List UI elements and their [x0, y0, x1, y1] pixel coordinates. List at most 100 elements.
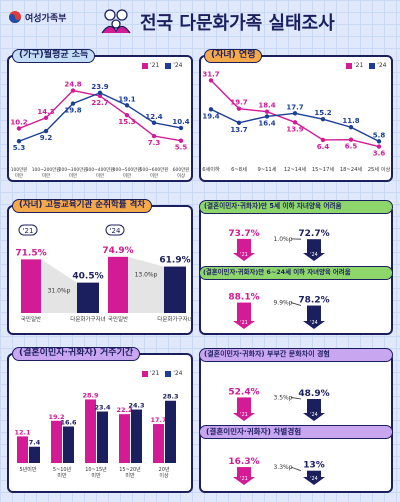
- category-label: 20년: [159, 466, 170, 473]
- parenting-title-1: (결혼이민자·귀화자)만 5세 이하 자녀양육 어려움: [199, 200, 393, 214]
- bar-general-0: [21, 259, 41, 313]
- data-label: 18.4: [258, 102, 275, 110]
- year-label: '21: [240, 412, 248, 418]
- value-label: 74.9%: [102, 246, 133, 256]
- tick-label: 이상: [177, 172, 185, 179]
- arrow-head-1: [303, 321, 325, 329]
- data-point: [43, 115, 49, 121]
- year-label: '24: [310, 252, 318, 258]
- tick-label: 미만: [150, 172, 158, 179]
- value-label: 40.5%: [72, 272, 103, 282]
- income-legend: '21 '24: [142, 62, 183, 69]
- data-label: 3.6: [373, 150, 386, 158]
- tick-label: 600만원: [173, 166, 189, 173]
- value-label: 19.2: [48, 413, 64, 421]
- tick-label: 미만: [42, 172, 50, 179]
- tick-label: 15~17세: [312, 165, 335, 173]
- category-label: 5년미만: [20, 466, 37, 473]
- bar-1: [97, 411, 108, 463]
- data-label: 5.5: [175, 144, 188, 152]
- culture-title: (결혼이민자·귀화자) 부부간 문화차이 경험: [199, 348, 393, 362]
- data-label: 7.3: [148, 139, 161, 147]
- data-point: [292, 111, 298, 116]
- data-point: [178, 138, 184, 143]
- data-point: [151, 120, 157, 125]
- category-label: 다문화가구자녀: [70, 315, 105, 323]
- bar-1: [63, 426, 74, 463]
- change-arrow: [290, 302, 302, 306]
- page-title: 전국 다문화가족 실태조사: [140, 13, 335, 34]
- year-badge: [18, 224, 38, 236]
- year-badge: [105, 224, 125, 236]
- data-label: 14.3: [37, 108, 54, 116]
- ministry-logo: 여성가족부: [8, 10, 66, 24]
- data-label: 16.4: [258, 119, 275, 127]
- tick-label: 9~11세: [257, 165, 276, 173]
- tick-label: 25세 이상: [368, 165, 391, 173]
- arrow-bar-1: [307, 398, 321, 413]
- data-label: 23.9: [91, 83, 108, 91]
- discrimination-title: (결혼이민자·귀화자) 차별경험: [199, 425, 393, 439]
- value-label: 48.9%: [298, 389, 329, 399]
- bar-1: [29, 446, 40, 463]
- category-label: 5~10년: [53, 466, 72, 473]
- value-label: 28.3: [162, 393, 178, 401]
- value-label: 17.7: [150, 416, 166, 424]
- data-label: 31.7: [202, 70, 219, 78]
- data-point: [16, 126, 22, 131]
- income-title: (가구)월평균 소득: [12, 49, 96, 63]
- data-point: [236, 120, 242, 125]
- data-point: [70, 88, 76, 93]
- parenting-chart: 73.7% '21 72.7% '24 1.0%p 88.1% '21 78.2% '24 9.9…: [228, 229, 330, 329]
- category-label: 미만: [125, 472, 135, 479]
- arrow-bar-1: [307, 470, 321, 477]
- data-point: [320, 137, 326, 143]
- value-label: 28.9: [82, 391, 99, 399]
- data-label: 19.4: [202, 112, 219, 120]
- data-label: 10.4: [172, 118, 189, 126]
- arrow-bar-1: [307, 239, 321, 253]
- income-card: [7, 55, 193, 182]
- data-point: [70, 101, 76, 106]
- gap-label: 31.0%p: [48, 288, 71, 295]
- category-label: 다문화가구자녀: [157, 315, 192, 323]
- bar-0: [119, 414, 130, 463]
- data-point: [97, 90, 103, 96]
- data-point: [208, 78, 214, 83]
- residence-legend: '21 '24: [142, 370, 183, 377]
- arrow-head-1: [303, 477, 325, 485]
- bar-0: [153, 424, 164, 463]
- change-label: 9.9%p: [273, 300, 292, 307]
- gap-shade: [128, 256, 164, 313]
- value-label: 88.1%: [228, 293, 259, 303]
- change-label: 1.0%p: [273, 236, 292, 243]
- data-point: [16, 139, 22, 144]
- data-point: [264, 109, 270, 114]
- data-label: 6.5: [345, 143, 358, 151]
- value-label: 78.2%: [298, 296, 329, 306]
- data-label: 15.2: [314, 109, 331, 117]
- bar-0: [17, 436, 28, 463]
- category-label: 15~20년: [119, 466, 141, 473]
- bar-1: [165, 400, 176, 463]
- arrow-head-0: [233, 321, 255, 329]
- arrow-bar-0: [237, 397, 251, 413]
- data-label: 6.4: [317, 143, 330, 151]
- data-label: 13.9: [286, 125, 303, 133]
- data-point: [43, 128, 49, 134]
- age-title: (자녀) 연령: [204, 49, 263, 63]
- data-point: [208, 107, 214, 112]
- value-label: 73.7%: [228, 229, 259, 239]
- data-point: [376, 139, 382, 144]
- bar-general-1: [108, 256, 128, 313]
- value-label: 7.4: [29, 439, 41, 447]
- tick-label: 500~600만원: [140, 166, 169, 173]
- value-label: 24.3: [128, 402, 144, 410]
- tick-label: 미만: [15, 172, 23, 179]
- ministry-logo-icon: [9, 11, 21, 23]
- change-label: 3.3%p: [273, 464, 292, 471]
- culture-card: [199, 353, 393, 493]
- data-label: 5.3: [13, 144, 26, 152]
- data-point: [236, 106, 242, 111]
- data-label: 19.8: [64, 107, 81, 115]
